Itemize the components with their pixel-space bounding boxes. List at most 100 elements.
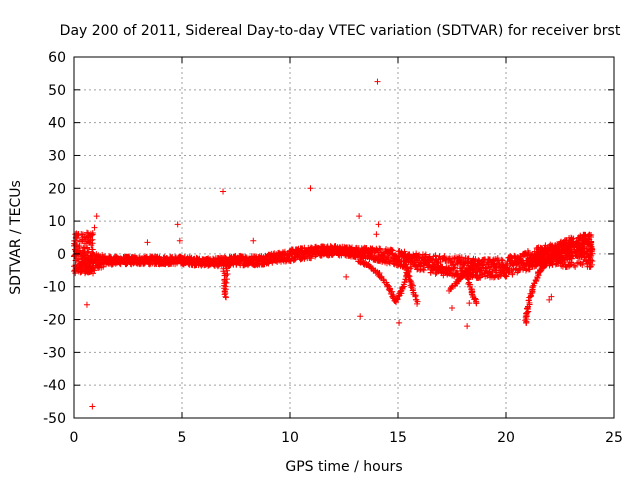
main-trend-point: [557, 259, 564, 266]
y-tick-label: -50: [43, 411, 66, 427]
outlier-point: [93, 213, 100, 220]
outlier-point: [144, 239, 151, 246]
main-trend-point: [85, 263, 92, 270]
main-trend-point: [587, 242, 594, 249]
main-trend-point: [89, 249, 96, 256]
main-trend-point: [589, 257, 596, 264]
main-trend-point: [488, 268, 495, 275]
main-trend-point: [579, 251, 586, 258]
dip-point: [522, 317, 529, 324]
main-trend-point: [563, 236, 570, 243]
main-trend-point: [585, 235, 592, 242]
y-tick-label: -40: [43, 378, 66, 394]
main-trend-point: [308, 255, 315, 262]
dip-point: [471, 295, 478, 302]
main-trend-point: [568, 248, 575, 255]
main-trend-point: [574, 243, 581, 250]
main-trend-point: [76, 243, 83, 250]
outlier-point: [396, 319, 403, 326]
x-tick-label: 10: [281, 430, 299, 446]
main-trend-series: [71, 229, 596, 281]
dip-point: [223, 265, 230, 272]
axis-ticks: -50 -40 -30 -20 -10 0 10 20 30 40 50 60 0 5 10 15 20 25: [43, 50, 623, 446]
dip-point: [399, 284, 406, 291]
chart-title: Day 200 of 2011, Sidereal Day-to-day VTE…: [60, 23, 621, 39]
main-trend-point: [584, 263, 591, 270]
outlier-point: [464, 323, 471, 330]
outlier-point: [307, 185, 314, 192]
main-trend-point: [81, 233, 88, 240]
dip-point: [397, 289, 404, 296]
dip-point: [404, 270, 411, 277]
main-trend-point: [73, 243, 80, 250]
main-trend-point: [432, 252, 439, 259]
main-trend-point: [572, 263, 579, 270]
dip-point: [395, 293, 402, 300]
main-trend-point: [420, 267, 427, 274]
main-trend-point: [553, 258, 560, 265]
main-trend-point: [520, 266, 527, 273]
main-trend-point: [84, 238, 91, 245]
x-tick-label: 5: [178, 430, 187, 446]
main-trend-point: [528, 263, 535, 270]
y-tick-label: 50: [48, 83, 66, 99]
main-trend-point: [580, 231, 587, 238]
data-points: [83, 78, 555, 410]
x-axis-label: GPS time / hours: [285, 459, 402, 475]
outlier-point: [89, 403, 96, 410]
main-trend-point: [578, 254, 585, 261]
y-tick-label: -20: [43, 313, 66, 329]
y-tick-label: 10: [48, 214, 66, 230]
main-trend-point: [542, 249, 549, 256]
outliers-series: [83, 78, 555, 410]
y-tick-label: -10: [43, 280, 66, 296]
main-trend-point: [509, 270, 516, 277]
main-trend-point: [458, 254, 465, 261]
main-trend-point: [317, 252, 324, 259]
y-tick-label: 60: [48, 50, 66, 66]
dip-point: [473, 300, 480, 307]
main-trend-point: [546, 248, 553, 255]
main-trend-point: [567, 262, 574, 269]
dip-point: [403, 269, 410, 276]
main-trend-point: [525, 259, 532, 266]
main-trend-point: [494, 255, 501, 262]
main-trend-point: [535, 258, 542, 265]
main-trend-point: [284, 251, 291, 258]
dip-point: [468, 291, 475, 298]
main-trend-point: [559, 263, 566, 270]
outlier-point: [548, 293, 555, 300]
main-trend-point: [577, 260, 584, 267]
main-trend-point: [84, 257, 91, 264]
outlier-point: [373, 231, 380, 238]
dip-point: [223, 279, 230, 286]
outlier-point: [357, 313, 364, 320]
grid: [74, 57, 614, 418]
dip-point: [412, 293, 419, 300]
outlier-point: [91, 224, 98, 231]
main-trend-point: [81, 250, 88, 257]
plot-frame: [73, 56, 615, 419]
main-trend-point: [452, 264, 459, 271]
main-trend-point: [549, 261, 556, 268]
x-tick-label: 20: [497, 430, 515, 446]
outlier-point: [356, 213, 363, 220]
main-trend-point: [85, 256, 92, 263]
dip-point: [223, 294, 230, 301]
main-trend-point: [73, 266, 80, 273]
main-trend-point: [561, 257, 568, 264]
outlier-point: [176, 237, 183, 244]
main-trend-point: [579, 241, 586, 248]
x-tick-label: 25: [605, 430, 623, 446]
y-tick-label: 0: [57, 247, 66, 263]
main-trend-point: [530, 255, 537, 262]
data-bands: [71, 229, 596, 326]
y-tick-label: 20: [48, 181, 66, 197]
outlier-point: [174, 221, 181, 228]
main-trend-point: [389, 247, 396, 254]
main-trend-point: [562, 252, 569, 259]
y-axis-label: SDTVAR / TECUs: [8, 180, 24, 295]
x-tick-label: 0: [70, 430, 79, 446]
dip-point: [414, 300, 421, 307]
